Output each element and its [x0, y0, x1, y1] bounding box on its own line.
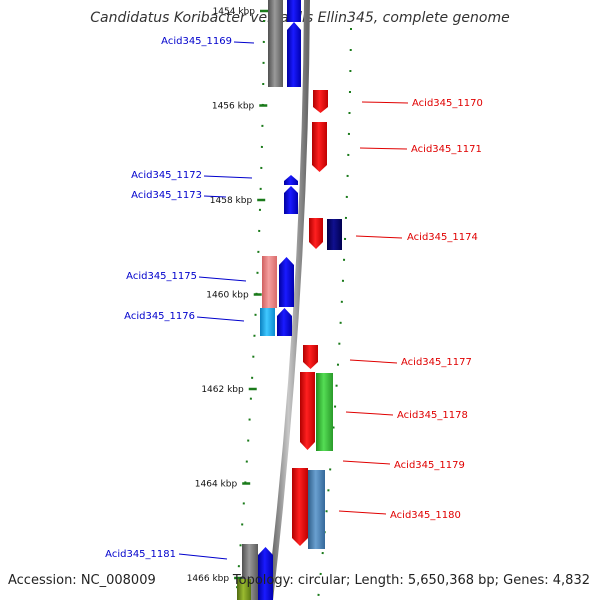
leader-1177	[349, 359, 398, 364]
gene-1172-glyph[interactable]	[284, 175, 298, 185]
cog-cyan-glyph	[260, 308, 275, 336]
gene-label-1172[interactable]: Acid345_1172	[131, 170, 202, 181]
gene-1169-glyph[interactable]	[287, 22, 301, 87]
gene-label-1175[interactable]: Acid345_1175	[126, 271, 197, 282]
gene-1170-glyph[interactable]	[313, 90, 328, 113]
leader-1181	[178, 553, 228, 560]
leader-1169	[233, 41, 255, 44]
gene-1169b-glyph	[287, 0, 301, 22]
gene-label-1174[interactable]: Acid345_1174	[407, 232, 478, 243]
tick-1458-label: 1458 kbp	[210, 196, 253, 206]
gene-1171-glyph[interactable]	[312, 122, 327, 172]
cog-pink-glyph	[262, 256, 277, 308]
gene-label-1171[interactable]: Acid345_1171	[411, 144, 482, 155]
gene-1179-glyph[interactable]	[292, 468, 308, 546]
gene-label-1177[interactable]: Acid345_1177	[401, 357, 472, 368]
gene-1176-glyph[interactable]	[277, 308, 292, 336]
tick-1456-label: 1456 kbp	[212, 102, 255, 112]
tick-1464-label: 1464 kbp	[195, 480, 238, 490]
gene-label-1173[interactable]: Acid345_1173	[131, 190, 202, 201]
tick-1454-label: 1454 kbp	[213, 7, 256, 17]
gene-1173-glyph[interactable]	[284, 186, 298, 214]
tick-1460-label: 1460 kbp	[206, 291, 249, 301]
accession-text: Accession: NC_008009	[8, 573, 156, 588]
leader-1172	[203, 175, 253, 179]
gene-label-1170[interactable]: Acid345_1170	[412, 98, 483, 109]
gene-glyphs	[237, 0, 342, 600]
genome-backbone	[267, 0, 310, 600]
leader-1173	[203, 195, 227, 198]
gene-1175-glyph[interactable]	[279, 257, 294, 307]
gene-label-1178[interactable]: Acid345_1178	[397, 410, 468, 421]
leader-1179	[342, 460, 391, 465]
leader-1171	[359, 147, 408, 150]
cog-steel-blue-glyph	[308, 470, 325, 549]
leader-1178	[345, 411, 394, 416]
leader-1176	[196, 316, 245, 322]
gene-1177-glyph[interactable]	[303, 345, 318, 369]
gene-label-1181[interactable]: Acid345_1181	[105, 549, 176, 560]
gene-label-1176[interactable]: Acid345_1176	[124, 311, 195, 322]
leader-1180	[338, 510, 387, 515]
cog-gray-glyph	[268, 0, 283, 87]
tick-1462-label: 1462 kbp	[201, 385, 244, 395]
tick-1466-label: 1466 kbp	[187, 574, 230, 584]
cog-dark-blue-glyph	[327, 219, 342, 250]
topology-text: Topology: circular; Length: 5,650,368 bp…	[232, 573, 590, 588]
gene-label-1169[interactable]: Acid345_1169	[161, 36, 232, 47]
gene-1178-glyph[interactable]	[300, 372, 315, 450]
cog-green-glyph	[316, 373, 333, 451]
label-leader-lines	[178, 41, 409, 560]
gene-label-1179[interactable]: Acid345_1179	[394, 460, 465, 471]
gene-1181-glyph[interactable]	[258, 547, 273, 600]
ruler: 1454 kbp 1456 kbp 1458 kbp 1460 kbp 1462 kbp…	[187, 7, 268, 584]
cog-olive-glyph	[237, 579, 251, 600]
leader-1170	[361, 101, 409, 104]
leader-1174	[355, 235, 403, 239]
gene-label-1180[interactable]: Acid345_1180	[390, 510, 461, 521]
leader-1175	[198, 276, 247, 282]
gene-1174-glyph[interactable]	[309, 218, 323, 249]
